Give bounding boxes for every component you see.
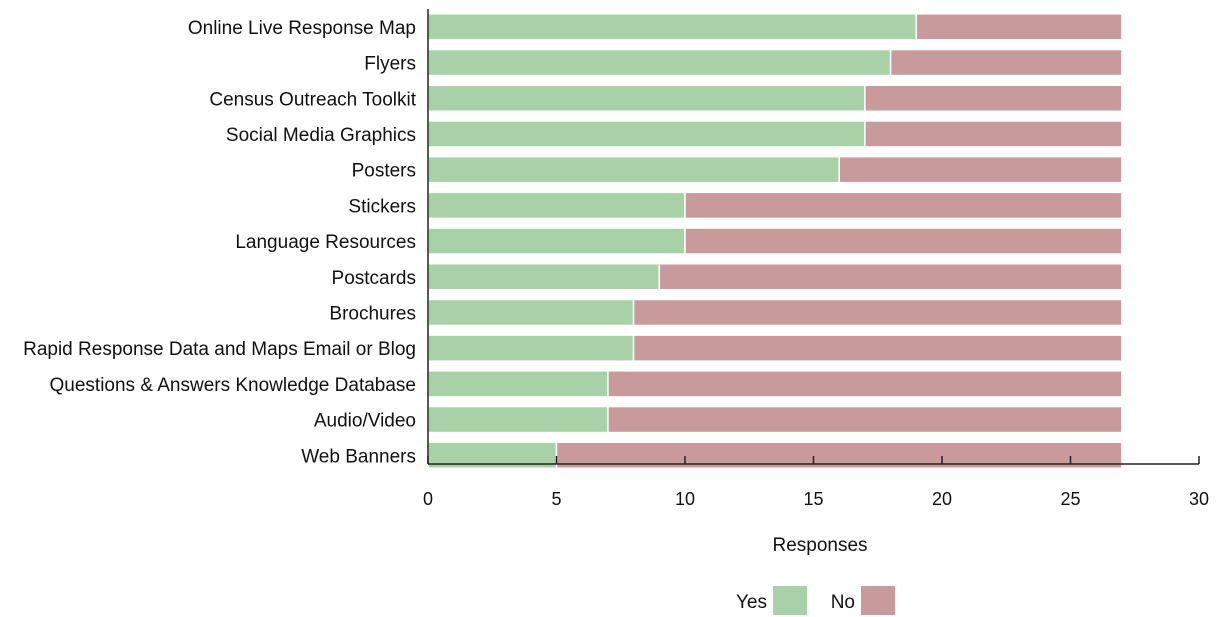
bar-yes-5 bbox=[427, 191, 686, 220]
x-tick-label: 10 bbox=[675, 489, 695, 509]
bar-yes-11 bbox=[427, 405, 609, 434]
category-label: Census Outreach Toolkit bbox=[209, 89, 416, 110]
legend-swatch-no bbox=[861, 586, 895, 615]
bar-yes-4 bbox=[427, 155, 840, 184]
legend-label-yes: Yes bbox=[736, 592, 767, 613]
bar-no-6 bbox=[684, 227, 1123, 255]
category-label: Postcards bbox=[332, 268, 416, 289]
category-label: Brochures bbox=[329, 303, 416, 324]
x-tick-label: 15 bbox=[803, 489, 823, 509]
x-tick-label: 5 bbox=[551, 489, 561, 509]
axes-group bbox=[427, 9, 1200, 465]
category-label: Flyers bbox=[364, 54, 416, 75]
bar-no-3 bbox=[864, 120, 1123, 148]
x-axis-title: Responses bbox=[772, 535, 867, 556]
bar-no-4 bbox=[838, 155, 1123, 184]
category-label: Posters bbox=[352, 161, 416, 182]
x-tick-label: 25 bbox=[1060, 489, 1080, 509]
x-tick-label: 20 bbox=[932, 489, 952, 509]
bar-yes-8 bbox=[427, 298, 635, 327]
bar-no-5 bbox=[684, 191, 1123, 220]
bar-yes-9 bbox=[427, 334, 635, 362]
category-label: Questions & Answers Knowledge Database bbox=[50, 375, 417, 396]
bar-no-2 bbox=[864, 84, 1123, 112]
category-label: Stickers bbox=[348, 196, 416, 217]
category-label: Online Live Response Map bbox=[188, 18, 416, 39]
bar-no-11 bbox=[607, 405, 1123, 434]
category-label: Language Resources bbox=[235, 232, 416, 253]
bars-group bbox=[427, 13, 1123, 469]
bar-yes-1 bbox=[427, 48, 892, 77]
x-tick-labels: 0 5 10 15 20 25 30 bbox=[423, 489, 1209, 509]
category-label: Social Media Graphics bbox=[226, 125, 416, 146]
bar-yes-2 bbox=[427, 84, 866, 112]
bar-no-1 bbox=[889, 48, 1123, 77]
bar-no-0 bbox=[915, 13, 1123, 41]
x-tick-label: 30 bbox=[1189, 489, 1209, 509]
legend: Yes No bbox=[736, 586, 895, 615]
bar-yes-10 bbox=[427, 370, 609, 398]
category-label: Rapid Response Data and Maps Email or Bl… bbox=[23, 339, 416, 360]
legend-swatch-yes bbox=[773, 586, 807, 615]
bar-no-10 bbox=[607, 370, 1123, 398]
legend-label-no: No bbox=[831, 592, 855, 613]
bar-yes-7 bbox=[427, 263, 661, 291]
bar-no-8 bbox=[632, 298, 1123, 327]
bar-yes-6 bbox=[427, 227, 686, 255]
bar-no-9 bbox=[632, 334, 1123, 362]
bar-no-7 bbox=[658, 263, 1123, 291]
bar-yes-3 bbox=[427, 120, 866, 148]
bar-yes-0 bbox=[427, 13, 918, 41]
category-label: Audio/Video bbox=[314, 411, 416, 432]
category-labels: Online Live Response Map Flyers Census Out… bbox=[23, 18, 417, 467]
x-tick-label: 0 bbox=[423, 489, 433, 509]
category-label: Web Banners bbox=[301, 446, 416, 467]
